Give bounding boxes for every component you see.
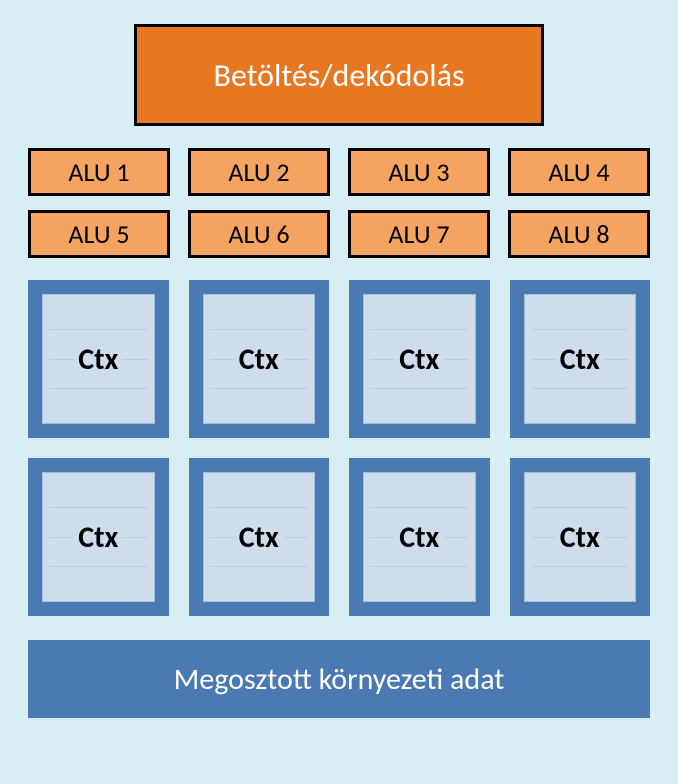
alu-label: ALU 4 [548, 156, 609, 188]
ctx-box: Ctx [349, 280, 490, 438]
alu-box-5: ALU 5 [28, 210, 170, 258]
ctx-inner: Ctx [363, 472, 476, 602]
ctx-box: Ctx [28, 280, 169, 438]
ctx-box: Ctx [510, 458, 651, 616]
alu-box-8: ALU 8 [508, 210, 650, 258]
ctx-inner: Ctx [524, 294, 637, 424]
alu-box-3: ALU 3 [348, 148, 490, 196]
ctx-inner: Ctx [363, 294, 476, 424]
shared-context-block: Megosztott környezeti adat [28, 640, 650, 718]
ctx-label: Ctx [235, 519, 283, 556]
alu-box-1: ALU 1 [28, 148, 170, 196]
diagram-container: Betöltés/dekódolás ALU 1 ALU 2 ALU 3 ALU… [0, 0, 678, 784]
alu-label: ALU 6 [228, 218, 289, 250]
alu-label: ALU 7 [388, 218, 449, 250]
ctx-label: Ctx [74, 519, 122, 556]
fetch-decode-label: Betöltés/dekódolás [214, 56, 465, 95]
shared-context-label: Megosztott környezeti adat [174, 661, 505, 698]
ctx-box: Ctx [510, 280, 651, 438]
fetch-decode-block: Betöltés/dekódolás [134, 24, 544, 126]
ctx-label: Ctx [556, 341, 604, 378]
ctx-box: Ctx [189, 280, 330, 438]
ctx-inner: Ctx [203, 294, 316, 424]
alu-box-2: ALU 2 [188, 148, 330, 196]
ctx-box: Ctx [28, 458, 169, 616]
ctx-label: Ctx [395, 519, 443, 556]
ctx-grid: Ctx Ctx Ctx Ctx Ctx [22, 280, 656, 616]
ctx-box: Ctx [189, 458, 330, 616]
alu-label: ALU 1 [68, 156, 129, 188]
alu-label: ALU 2 [228, 156, 289, 188]
alu-box-4: ALU 4 [508, 148, 650, 196]
ctx-label: Ctx [74, 341, 122, 378]
ctx-label: Ctx [395, 341, 443, 378]
ctx-label: Ctx [235, 341, 283, 378]
ctx-inner: Ctx [203, 472, 316, 602]
ctx-box: Ctx [349, 458, 490, 616]
alu-box-6: ALU 6 [188, 210, 330, 258]
ctx-inner: Ctx [42, 294, 155, 424]
alu-label: ALU 3 [388, 156, 449, 188]
ctx-inner: Ctx [42, 472, 155, 602]
ctx-inner: Ctx [524, 472, 637, 602]
ctx-label: Ctx [556, 519, 604, 556]
alu-box-7: ALU 7 [348, 210, 490, 258]
alu-label: ALU 5 [68, 218, 129, 250]
alu-grid: ALU 1 ALU 2 ALU 3 ALU 4 ALU 5 ALU 6 ALU … [22, 148, 656, 258]
alu-label: ALU 8 [548, 218, 609, 250]
